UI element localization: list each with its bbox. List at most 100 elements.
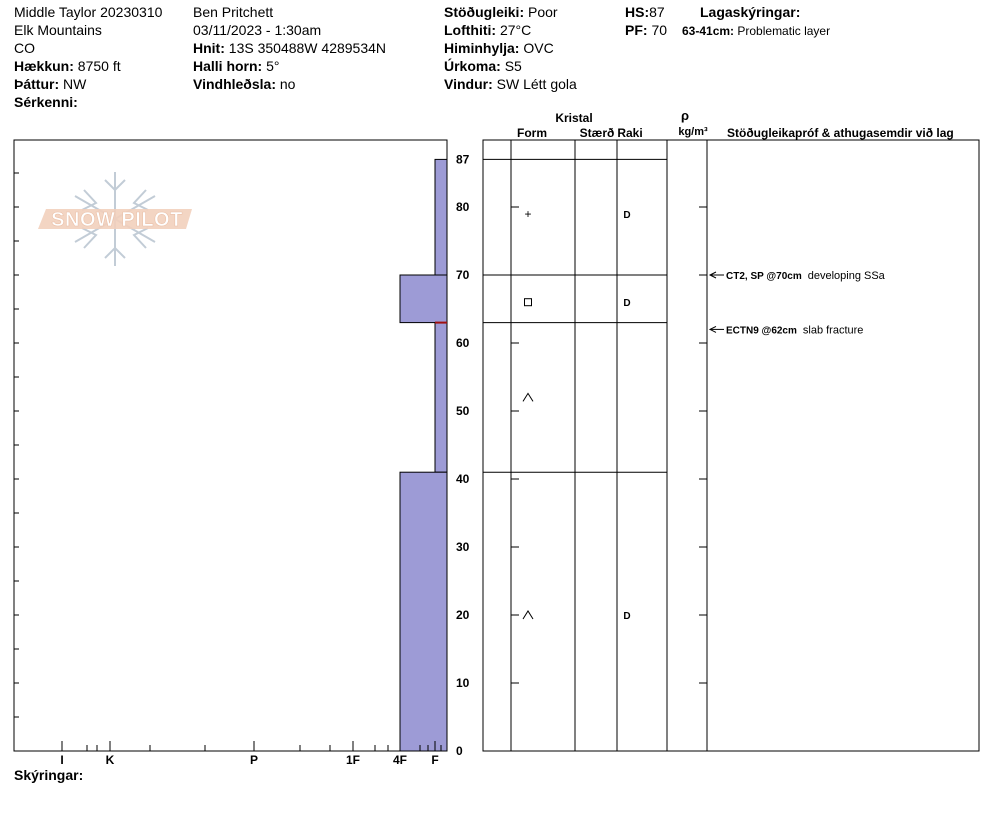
wind-loading-row: Vindhleðsla: no — [193, 75, 386, 93]
hs-value: 87 — [649, 4, 665, 20]
depth-tick-label: 30 — [456, 540, 470, 554]
footer-notes-label: Skýringar: — [14, 767, 84, 783]
depth-tick-label: 70 — [456, 268, 470, 282]
header-col-depths: HS:87 PF: 70 — [625, 3, 667, 39]
hardness-plot-frame — [13, 139, 448, 752]
stability-test-annotation: CT2, SP @70cm developing SSa — [708, 270, 886, 282]
coords-label: Hnit: — [193, 40, 225, 56]
logo-text: SNOW PILOT — [51, 209, 183, 231]
depth-tick-label: 50 — [456, 404, 470, 418]
stability-tests: CT2, SP @70cm developing SSa ECTN9 @62cm sl… — [708, 270, 886, 336]
test-result: CT2, SP @70cm — [726, 271, 802, 282]
precip-value: S5 — [504, 58, 522, 74]
slope-row: Halli horn: 5° — [193, 57, 386, 75]
depth-axis: 0 10 20 30 40 50 60 70 80 87 — [456, 152, 470, 758]
header-tests: Stöðugleikapróf & athugasemdir við lag — [727, 126, 954, 140]
header-col-layer-notes: Lagaskýringar: — [700, 3, 800, 21]
layer-note-range: 63-41cm: — [682, 24, 735, 38]
test-text: ECTN9 @62cm slab fracture — [726, 324, 863, 336]
hardness-tick-label: I — [60, 753, 63, 767]
pf-value: 70 — [651, 22, 668, 38]
depth-tick-label: 10 — [456, 676, 470, 690]
snowpilot-logo: SNOW PILOT — [38, 172, 192, 266]
elevation-row: Hækkun: 8750 ft — [14, 57, 162, 75]
depth-tick-label: 60 — [456, 336, 470, 350]
hardness-tick-label: F — [431, 753, 438, 767]
mountain-range: Elk Mountains — [14, 22, 102, 38]
slope-value: 5° — [266, 58, 280, 74]
air-temp-label: Lofthiti: — [444, 22, 497, 38]
form-markers: + — [522, 207, 534, 620]
test-arrow-head — [708, 325, 717, 333]
aspect-row: Þáttur: NW — [14, 75, 162, 93]
logo-banner — [38, 209, 192, 229]
state: CO — [14, 40, 35, 56]
form-marker-faceted — [524, 298, 532, 307]
hardness-bar — [434, 322, 448, 473]
test-comment: developing SSa — [808, 270, 886, 282]
moisture-markers: D D D — [623, 210, 630, 622]
hardness-bars — [399, 158, 448, 752]
header-col-site: Middle Taylor 20230310 Elk Mountains CO … — [14, 3, 162, 111]
air-temp-row: Lofthiti: 27°C — [444, 21, 577, 39]
wind-label: Vindur: — [444, 76, 493, 92]
moisture-marker: D — [623, 611, 630, 622]
stability-row: Stöðugleiki: Poor — [444, 3, 577, 21]
wind-loading-value: no — [279, 76, 296, 92]
header-density-unit: kg/m³ — [678, 126, 708, 138]
header-rho: ρ — [681, 108, 689, 123]
features-row: Sérkenni: — [14, 93, 162, 111]
header-form: Form — [517, 126, 547, 140]
features-label: Sérkenni: — [14, 94, 78, 110]
hardness-bar — [434, 158, 448, 276]
depth-tick-label: 40 — [456, 472, 470, 486]
moisture-marker: D — [623, 210, 630, 221]
layer-note-row: 63-41cm: Problematic layer — [682, 22, 830, 40]
sky-row: Himinhylja: OVC — [444, 39, 577, 57]
form-marker-depth-hoar — [522, 610, 534, 620]
test-text: CT2, SP @70cm developing SSa — [726, 270, 886, 282]
hardness-tick-label: K — [106, 753, 115, 767]
observer-name: Ben Pritchett — [193, 4, 274, 20]
aspect-label: Þáttur: — [14, 76, 60, 92]
wind-value: SW Létt gola — [496, 76, 577, 92]
air-temp-value: 27°C — [499, 22, 532, 38]
moisture-marker: D — [623, 298, 630, 309]
header-col-observer: Ben Pritchett 03/11/2023 - 1:30am Hnit: … — [193, 3, 386, 93]
header-col-weather: Stöðugleiki: Poor Lofthiti: 27°C Himinhy… — [444, 3, 577, 93]
header-moisture: Raki — [617, 126, 642, 140]
test-comment: slab fracture — [803, 324, 864, 336]
hardness-tick-label: P — [250, 753, 258, 767]
slope-label: Halli horn: — [193, 58, 263, 74]
hardness-bar — [399, 471, 448, 752]
precip-row: Úrkoma: S5 — [444, 57, 577, 75]
elevation-label: Hækkun: — [14, 58, 74, 74]
sky-label: Himinhylja: — [444, 40, 520, 56]
hs-label: HS: — [625, 4, 650, 20]
stability-value: Poor — [528, 4, 558, 20]
header-crystal: Kristal — [555, 111, 592, 125]
site-title: Middle Taylor 20230310 — [14, 4, 163, 20]
hardness-bar — [399, 274, 448, 324]
sky-value: OVC — [523, 40, 554, 56]
depth-tick-label: 20 — [456, 608, 470, 622]
form-marker-depth-hoar — [522, 392, 534, 402]
stability-label: Stöðugleiki: — [444, 4, 525, 20]
observation-datetime: 03/11/2023 - 1:30am — [193, 22, 322, 38]
pf-label: PF: — [625, 22, 648, 38]
depth-tick-label: 80 — [456, 200, 470, 214]
hardness-tick-label: 1F — [346, 753, 360, 767]
hs-row: HS:87 — [625, 3, 667, 21]
hardness-axis: I K P 1F 4F F — [60, 741, 442, 767]
coords-row: Hnit: 13S 350488W 4289534N — [193, 39, 386, 57]
pf-row: PF: 70 — [625, 21, 667, 39]
test-arrow-head — [708, 271, 717, 279]
stability-test-annotation: ECTN9 @62cm slab fracture — [708, 324, 863, 336]
depth-tick-label: 87 — [456, 152, 470, 166]
layer-notes-label: Lagaskýringar: — [700, 4, 801, 20]
layer-table-frame — [482, 139, 980, 752]
wind-row: Vindur: SW Létt gola — [444, 75, 577, 93]
test-result: ECTN9 @62cm — [726, 325, 797, 336]
coords-value: 13S 350488W 4289534N — [228, 40, 387, 56]
